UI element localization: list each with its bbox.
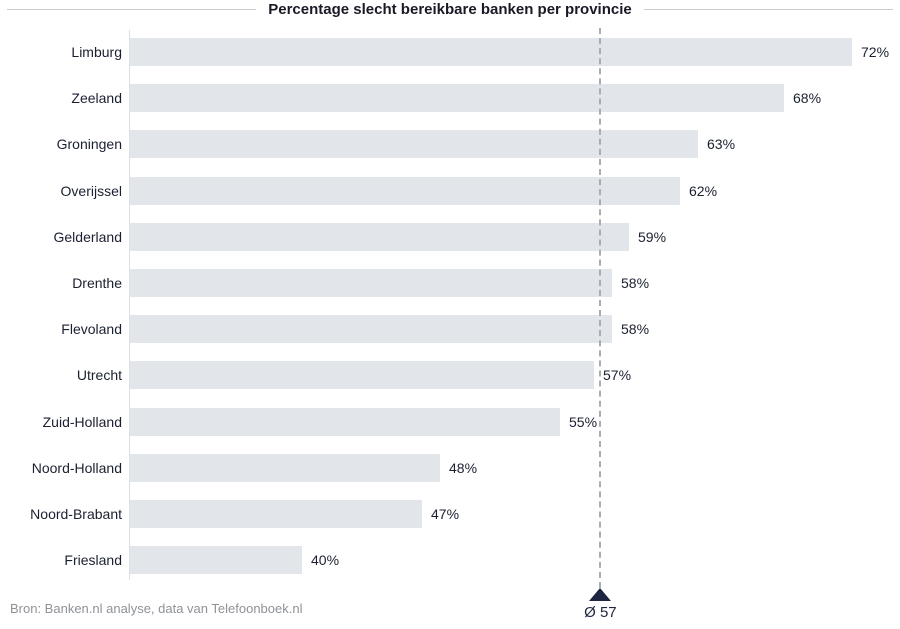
value-label: 57% (603, 367, 632, 384)
bar (130, 130, 698, 159)
chart-title: Percentage slecht bereikbare banken per … (256, 1, 644, 18)
value-label: 59% (638, 228, 667, 245)
category-label: Noord-Brabant (30, 506, 122, 522)
bar (130, 453, 440, 482)
bar (130, 500, 422, 528)
average-marker-icon (589, 588, 612, 601)
bar (130, 38, 852, 66)
bar (130, 407, 560, 436)
source-note: Bron: Banken.nl analyse, data van Telefo… (10, 601, 303, 616)
value-label: 62% (689, 182, 718, 199)
average-label: Ø 57 (584, 604, 617, 621)
value-label: 63% (707, 136, 736, 153)
category-label: Zuid-Holland (42, 413, 122, 430)
category-label: Noord-Holland (31, 459, 122, 476)
value-label: 58% (621, 275, 650, 291)
bar (130, 269, 612, 297)
value-label: 55% (569, 413, 598, 430)
category-label: Overijssel (60, 182, 122, 199)
category-label: Gelderland (53, 228, 123, 245)
category-label: Drenthe (72, 275, 122, 291)
bar (130, 222, 629, 251)
category-label: Utrecht (76, 367, 122, 384)
category-label: Flevoland (61, 321, 122, 338)
y-axis-line (129, 30, 130, 580)
value-label: 48% (449, 459, 478, 476)
bar (130, 176, 680, 205)
category-label: Groningen (56, 136, 122, 153)
value-label: 68% (793, 90, 822, 107)
bar (130, 315, 612, 344)
bar (130, 546, 302, 575)
bar (130, 361, 594, 390)
category-label: Zeeland (71, 90, 122, 107)
value-label: 47% (431, 506, 460, 522)
bar (130, 84, 784, 113)
value-label: 72% (861, 44, 890, 60)
value-label: 40% (311, 552, 340, 569)
value-label: 58% (621, 321, 650, 338)
category-label: Limburg (71, 44, 122, 60)
category-label: Friesland (64, 552, 122, 569)
average-line (599, 28, 602, 588)
